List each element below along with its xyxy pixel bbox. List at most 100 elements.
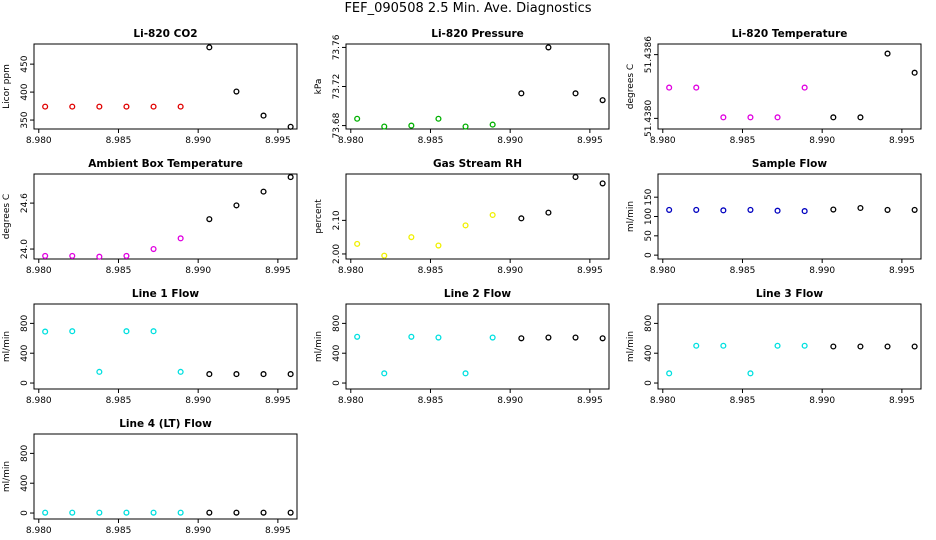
data-point <box>69 252 76 259</box>
chart-panel: Li-820 Pressure 8.980 8.985 8.990 8.995 73.68… <box>314 28 610 146</box>
data-point <box>206 371 213 378</box>
data-point <box>435 242 442 249</box>
chart-title: Line 3 Flow <box>756 288 823 300</box>
chart-title: Line 2 Flow <box>444 288 511 300</box>
plot-frame <box>345 173 610 260</box>
y-tick-label: 0 <box>332 380 342 386</box>
x-tick-label: 8.980 <box>338 266 364 276</box>
data-point <box>747 114 754 121</box>
data-point <box>666 206 673 213</box>
x-tick-label: 8.990 <box>185 526 211 536</box>
data-point <box>381 370 388 377</box>
plot-frame <box>345 43 610 130</box>
data-point <box>260 509 267 516</box>
data-point <box>830 206 837 213</box>
x-tick-label: 8.985 <box>106 136 132 146</box>
data-point <box>884 343 891 350</box>
x-tick-label: 8.985 <box>418 266 444 276</box>
y-tick-label: 50 <box>644 230 654 242</box>
x-tick-label: 8.990 <box>185 266 211 276</box>
data-point <box>381 252 388 259</box>
chart-panel: Ambient Box Temperature 8.980 8.985 8.990 8.… <box>2 158 298 276</box>
data-point <box>518 90 525 97</box>
data-point <box>462 123 469 130</box>
data-point <box>287 123 294 130</box>
data-point <box>96 103 103 110</box>
data-point <box>206 509 213 516</box>
data-point <box>801 342 808 349</box>
data-point <box>123 103 130 110</box>
data-point <box>911 69 918 76</box>
y-tick-label: 400 <box>332 344 342 361</box>
x-tick-label: 8.990 <box>497 136 523 146</box>
y-tick-label: 400 <box>20 344 30 361</box>
y-axis-label: ml/min <box>626 201 636 232</box>
y-tick-label: 100 <box>644 208 654 225</box>
x-tick-label: 8.990 <box>497 396 523 406</box>
data-point <box>408 122 415 129</box>
data-point <box>354 240 361 247</box>
data-point <box>96 509 103 516</box>
data-point <box>233 88 240 95</box>
data-point <box>693 84 700 91</box>
plot-frame <box>33 303 298 390</box>
chart-panel: Line 1 Flow 8.980 8.985 8.990 8.995 0 400 800 ml… <box>2 288 298 406</box>
data-point <box>260 371 267 378</box>
plot-frame <box>345 303 610 390</box>
data-point <box>830 343 837 350</box>
y-tick-label: 51.4380 <box>644 99 654 136</box>
data-point <box>666 370 673 377</box>
x-tick-label: 8.995 <box>889 266 915 276</box>
chart-title: Line 4 (LT) Flow <box>119 418 212 430</box>
data-point <box>150 328 157 335</box>
chart-panel: Line 3 Flow 8.980 8.985 8.990 8.995 0 400 800 ml… <box>626 288 922 406</box>
plot-frame <box>33 433 298 520</box>
data-point <box>518 335 525 342</box>
data-point <box>884 50 891 57</box>
x-tick-label: 8.980 <box>26 526 52 536</box>
chart-title: Li-820 Temperature <box>732 28 848 40</box>
x-tick-label: 8.995 <box>265 396 291 406</box>
data-point <box>69 103 76 110</box>
x-tick-label: 8.980 <box>650 266 676 276</box>
data-point <box>96 253 103 260</box>
chart-panel: Li-820 Temperature 8.980 8.985 8.990 8.995 51… <box>626 28 922 146</box>
data-point <box>150 245 157 253</box>
data-point <box>177 235 184 242</box>
x-tick-label: 8.985 <box>106 266 132 276</box>
x-tick-label: 8.980 <box>338 136 364 146</box>
data-point <box>774 342 781 349</box>
x-tick-label: 8.990 <box>809 266 835 276</box>
data-point <box>233 371 240 378</box>
x-tick-label: 8.985 <box>106 396 132 406</box>
y-axis-label: kPa <box>314 79 324 95</box>
chart-title: Line 1 Flow <box>132 288 199 300</box>
plot-frame <box>657 173 922 260</box>
data-point <box>518 215 525 222</box>
y-tick-label: 73.76 <box>332 34 342 60</box>
y-tick-label: 450 <box>20 55 30 72</box>
data-point <box>42 252 49 259</box>
data-point <box>42 509 49 516</box>
x-tick-label: 8.985 <box>730 396 756 406</box>
data-point <box>720 342 727 349</box>
data-point <box>381 123 388 130</box>
data-point <box>489 211 496 219</box>
chart-panel: Li-820 CO2 8.980 8.985 8.990 8.995 350 400 450 L… <box>2 28 298 146</box>
data-point <box>884 206 891 213</box>
x-tick-label: 8.995 <box>577 266 603 276</box>
data-point <box>206 44 213 51</box>
page-title: FEF_090508 2.5 Min. Ave. Diagnostics <box>344 1 592 16</box>
chart-panel: Line 4 (LT) Flow 8.980 8.985 8.990 8.995 0 400… <box>2 418 298 536</box>
data-point <box>693 206 700 213</box>
x-tick-label: 8.980 <box>338 396 364 406</box>
data-point <box>354 115 361 122</box>
data-point <box>177 509 184 516</box>
y-tick-label: 2.00 <box>332 244 342 264</box>
y-tick-label: 800 <box>644 315 654 332</box>
data-point <box>666 84 673 91</box>
y-axis-label: ml/min <box>2 331 12 362</box>
data-point <box>435 334 442 341</box>
data-point <box>747 206 754 213</box>
